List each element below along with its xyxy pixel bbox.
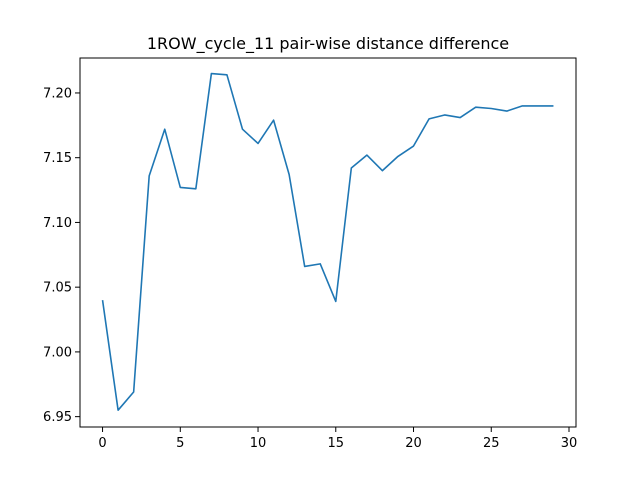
y-tick-label: 7.20 (43, 86, 72, 101)
y-axis-ticks: 6.95 7.00 7.05 7.10 7.15 7.20 (43, 86, 80, 425)
x-axis-ticks: 0 5 10 15 20 25 30 (98, 427, 577, 451)
y-tick-label: 6.95 (43, 410, 72, 425)
y-tick-label: 7.10 (43, 216, 72, 231)
x-tick-label: 10 (250, 436, 267, 451)
x-tick-label: 25 (483, 436, 500, 451)
x-tick-label: 20 (405, 436, 422, 451)
x-tick-label: 15 (328, 436, 345, 451)
y-tick-label: 7.15 (43, 151, 72, 166)
chart-title: 1ROW_cycle_11 pair-wise distance differe… (147, 34, 509, 54)
y-tick-label: 7.00 (43, 345, 72, 360)
x-tick-label: 5 (176, 436, 184, 451)
y-tick-label: 7.05 (43, 281, 72, 296)
x-tick-label: 0 (98, 436, 106, 451)
series-line (101, 72, 554, 411)
x-tick-label: 30 (561, 436, 578, 451)
series-layer (101, 72, 554, 411)
plot-frame (79, 57, 577, 428)
